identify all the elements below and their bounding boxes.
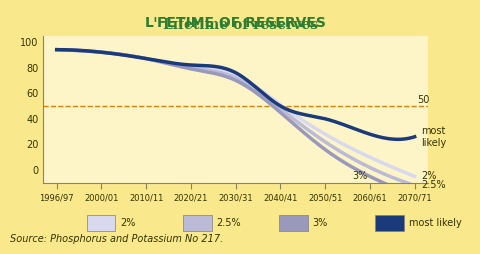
FancyBboxPatch shape [182, 215, 211, 231]
FancyBboxPatch shape [86, 215, 115, 231]
FancyBboxPatch shape [374, 215, 403, 231]
Text: 2.5%: 2.5% [216, 218, 240, 228]
Text: 2%: 2% [120, 218, 135, 228]
Text: 50: 50 [416, 95, 428, 105]
Text: 2.5%: 2.5% [420, 180, 445, 190]
Title: LᴵFETIME OF RESERVES: LᴵFETIME OF RESERVES [145, 16, 325, 30]
Text: Lɪfetime of reserves: Lɪfetime of reserves [163, 18, 317, 33]
Text: Source: Phosphorus and Potassium No 217.: Source: Phosphorus and Potassium No 217. [10, 234, 222, 244]
FancyBboxPatch shape [278, 215, 307, 231]
Text: 3%: 3% [351, 171, 367, 181]
Text: most
likely: most likely [420, 126, 446, 148]
Text: most likely: most likely [408, 218, 461, 228]
Text: 3%: 3% [312, 218, 327, 228]
Text: 2%: 2% [420, 171, 436, 181]
